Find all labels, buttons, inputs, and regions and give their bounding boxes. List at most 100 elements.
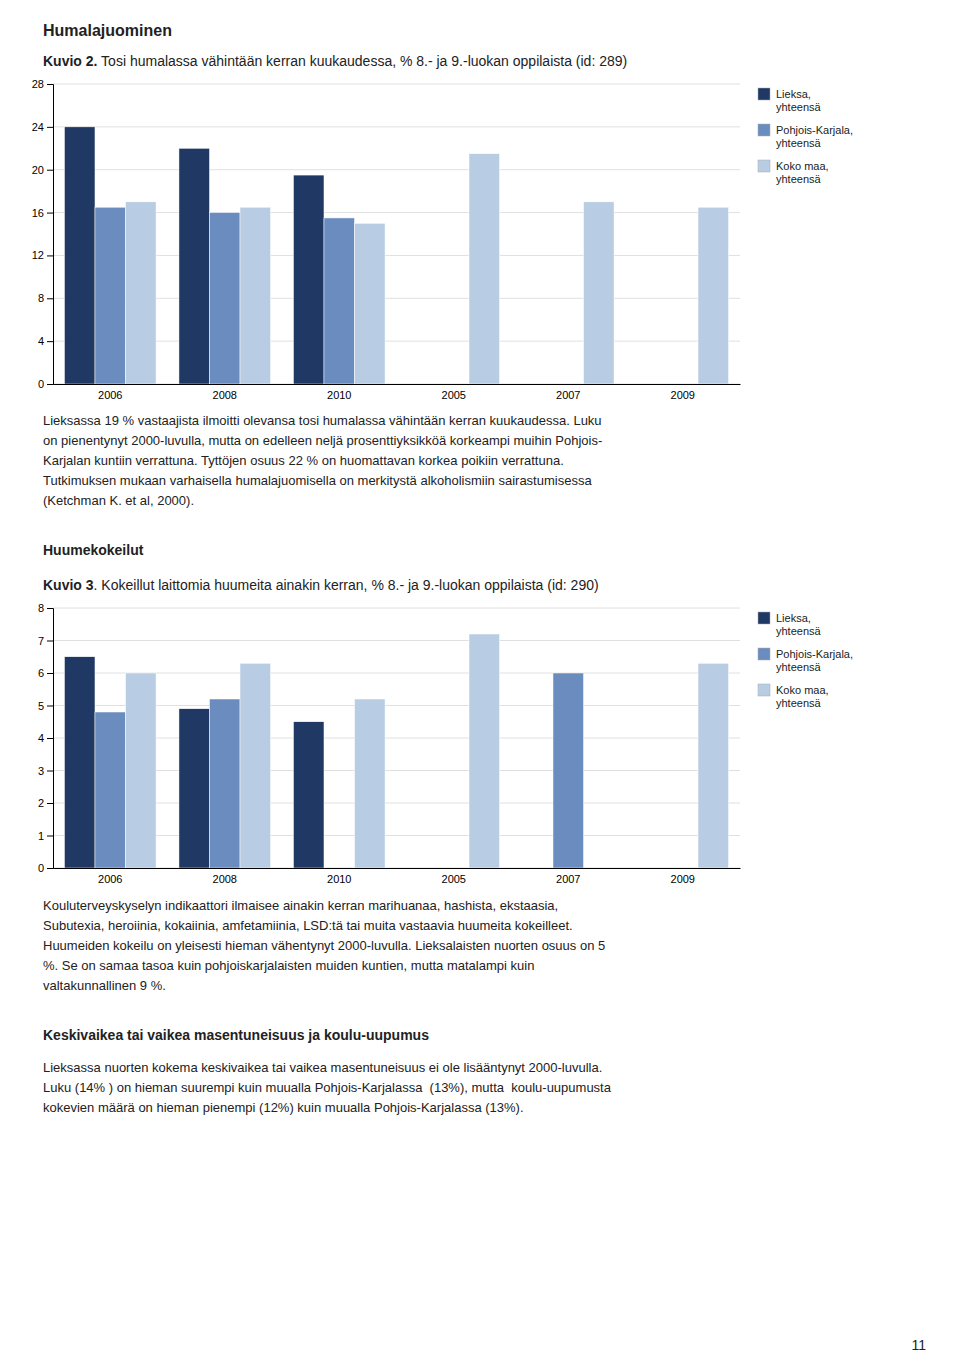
bar [64, 657, 95, 868]
y-tick-label: 8 [38, 602, 44, 614]
y-tick-label: 6 [38, 667, 44, 679]
y-tick: 4 [38, 335, 53, 347]
x-tick: 2006 [98, 873, 122, 885]
grid-line [53, 640, 740, 641]
y-tick-mark [47, 170, 53, 171]
bar [126, 673, 157, 868]
legend-swatch [758, 160, 770, 172]
y-tick-label: 8 [38, 292, 44, 304]
paragraph-line: valtakunnallinen 9 %. [43, 978, 166, 993]
legend-swatch [758, 684, 770, 696]
x-tick: 2005 [442, 873, 466, 885]
y-tick-label: 28 [32, 78, 44, 90]
y-tick-mark [47, 608, 53, 609]
bar [698, 663, 729, 868]
legend-label-line: Koko maa, [776, 160, 829, 172]
paragraph-line: Tutkimuksen mukaan varhaisella humalajuo… [43, 473, 592, 488]
legend-label: Pohjois-Karjala,yhteensä [776, 648, 853, 673]
legend: Lieksa,yhteensä Pohjois-Karjala,yhteensä K… [758, 612, 853, 709]
page-title: Humalajuominen [43, 22, 172, 39]
chart-subtitle: . Kokeillut laittomia huumeita ainakin k… [94, 577, 599, 593]
y-tick: 8 [38, 292, 53, 304]
paragraph-line: %. Se on samaa tasoa kuin pohjoiskarjala… [43, 958, 534, 973]
x-tick: 2008 [213, 389, 237, 401]
bar [293, 175, 324, 384]
legend-label-line: Pohjois-Karjala, [776, 124, 853, 136]
y-tick-mark [47, 803, 53, 804]
bar-series [64, 657, 324, 868]
legend-label: Lieksa,yhteensä [776, 612, 822, 637]
x-tick: 2009 [671, 389, 695, 401]
section-title: Huumekokeilut [43, 542, 144, 558]
legend-swatch [758, 88, 770, 100]
legend-label-line: yhteensä [776, 625, 822, 637]
y-axis-line [47, 609, 54, 869]
legend-label: Pohjois-Karjala,yhteensä [776, 124, 853, 149]
x-tick: 2007 [556, 873, 580, 885]
x-tick: 2009 [671, 873, 695, 885]
bar-series [64, 127, 324, 384]
bars [64, 634, 728, 868]
y-tick: 16 [32, 207, 53, 219]
x-tick: 2006 [98, 389, 122, 401]
legend-label: Lieksa,yhteensä [776, 88, 822, 113]
y-tick: 4 [38, 732, 53, 744]
x-tick-label: 2008 [213, 389, 237, 401]
legend-swatch [758, 648, 770, 660]
x-tick-label: 2009 [671, 389, 695, 401]
legend-label-line: Lieksa, [776, 88, 811, 100]
y-tick-label: 3 [38, 765, 44, 777]
x-tick: 2005 [442, 389, 466, 401]
bar-series [126, 634, 729, 868]
y-tick: 1 [38, 830, 53, 842]
x-tick: 2008 [213, 873, 237, 885]
y-tick: 2 [38, 797, 53, 809]
page: HumalajuominenKuvio 2. Tosi humalassa vä… [0, 0, 960, 1368]
grid-line [53, 608, 740, 609]
chart: 012345678200620082010200520072009 [38, 602, 741, 885]
y-tick-mark [47, 836, 53, 837]
x-tick-label: 2005 [442, 873, 466, 885]
y-tick-mark [47, 771, 53, 772]
y-tick-mark [47, 213, 53, 214]
y-tick-label: 4 [38, 335, 44, 347]
x-tick-label: 2005 [442, 389, 466, 401]
y-tick-label: 24 [32, 121, 44, 133]
page-number: 11 [911, 1337, 926, 1353]
x-tick-label: 2006 [98, 389, 122, 401]
x-tick: 2007 [556, 389, 580, 401]
legend-label-line: Koko maa, [776, 684, 829, 696]
y-axis: 0481216202428 [32, 78, 54, 390]
x-axis: 2006 2008 2010 2005 2007 2009 [54, 869, 741, 885]
paragraph-line: Kouluterveyskyselyn indikaattori ilmaise… [43, 898, 558, 913]
y-tick-label: 5 [38, 700, 44, 712]
x-tick: 2010 [327, 389, 351, 401]
y-tick-mark [47, 641, 53, 642]
y-tick-mark [47, 298, 53, 299]
section-title: Keskivaikea tai vaikea masentuneisuus ja… [43, 1027, 429, 1043]
y-tick-mark [47, 255, 53, 256]
y-tick-mark [47, 84, 53, 85]
legend-label-line: yhteensä [776, 697, 822, 709]
y-tick-label: 7 [38, 635, 44, 647]
bar [240, 663, 271, 868]
legend-swatch [758, 612, 770, 624]
bar [293, 722, 324, 868]
y-tick: 3 [38, 765, 53, 777]
y-tick-label: 2 [38, 797, 44, 809]
bar [209, 699, 240, 868]
y-tick: 5 [38, 700, 53, 712]
legend-label: Koko maa,yhteensä [776, 160, 829, 185]
x-tick-label: 2010 [327, 389, 351, 401]
x-tick-label: 2010 [327, 873, 351, 885]
bar [179, 709, 210, 868]
bar [209, 213, 240, 384]
bar [469, 634, 500, 868]
bar [126, 202, 157, 384]
bar [179, 148, 210, 384]
chart: 0481216202428200620082010200520072009 [32, 78, 741, 401]
y-tick-label: 0 [38, 378, 44, 390]
bar [324, 218, 355, 384]
x-axis: 2006 2008 2010 2005 2007 2009 [54, 385, 741, 401]
bar [95, 207, 126, 384]
